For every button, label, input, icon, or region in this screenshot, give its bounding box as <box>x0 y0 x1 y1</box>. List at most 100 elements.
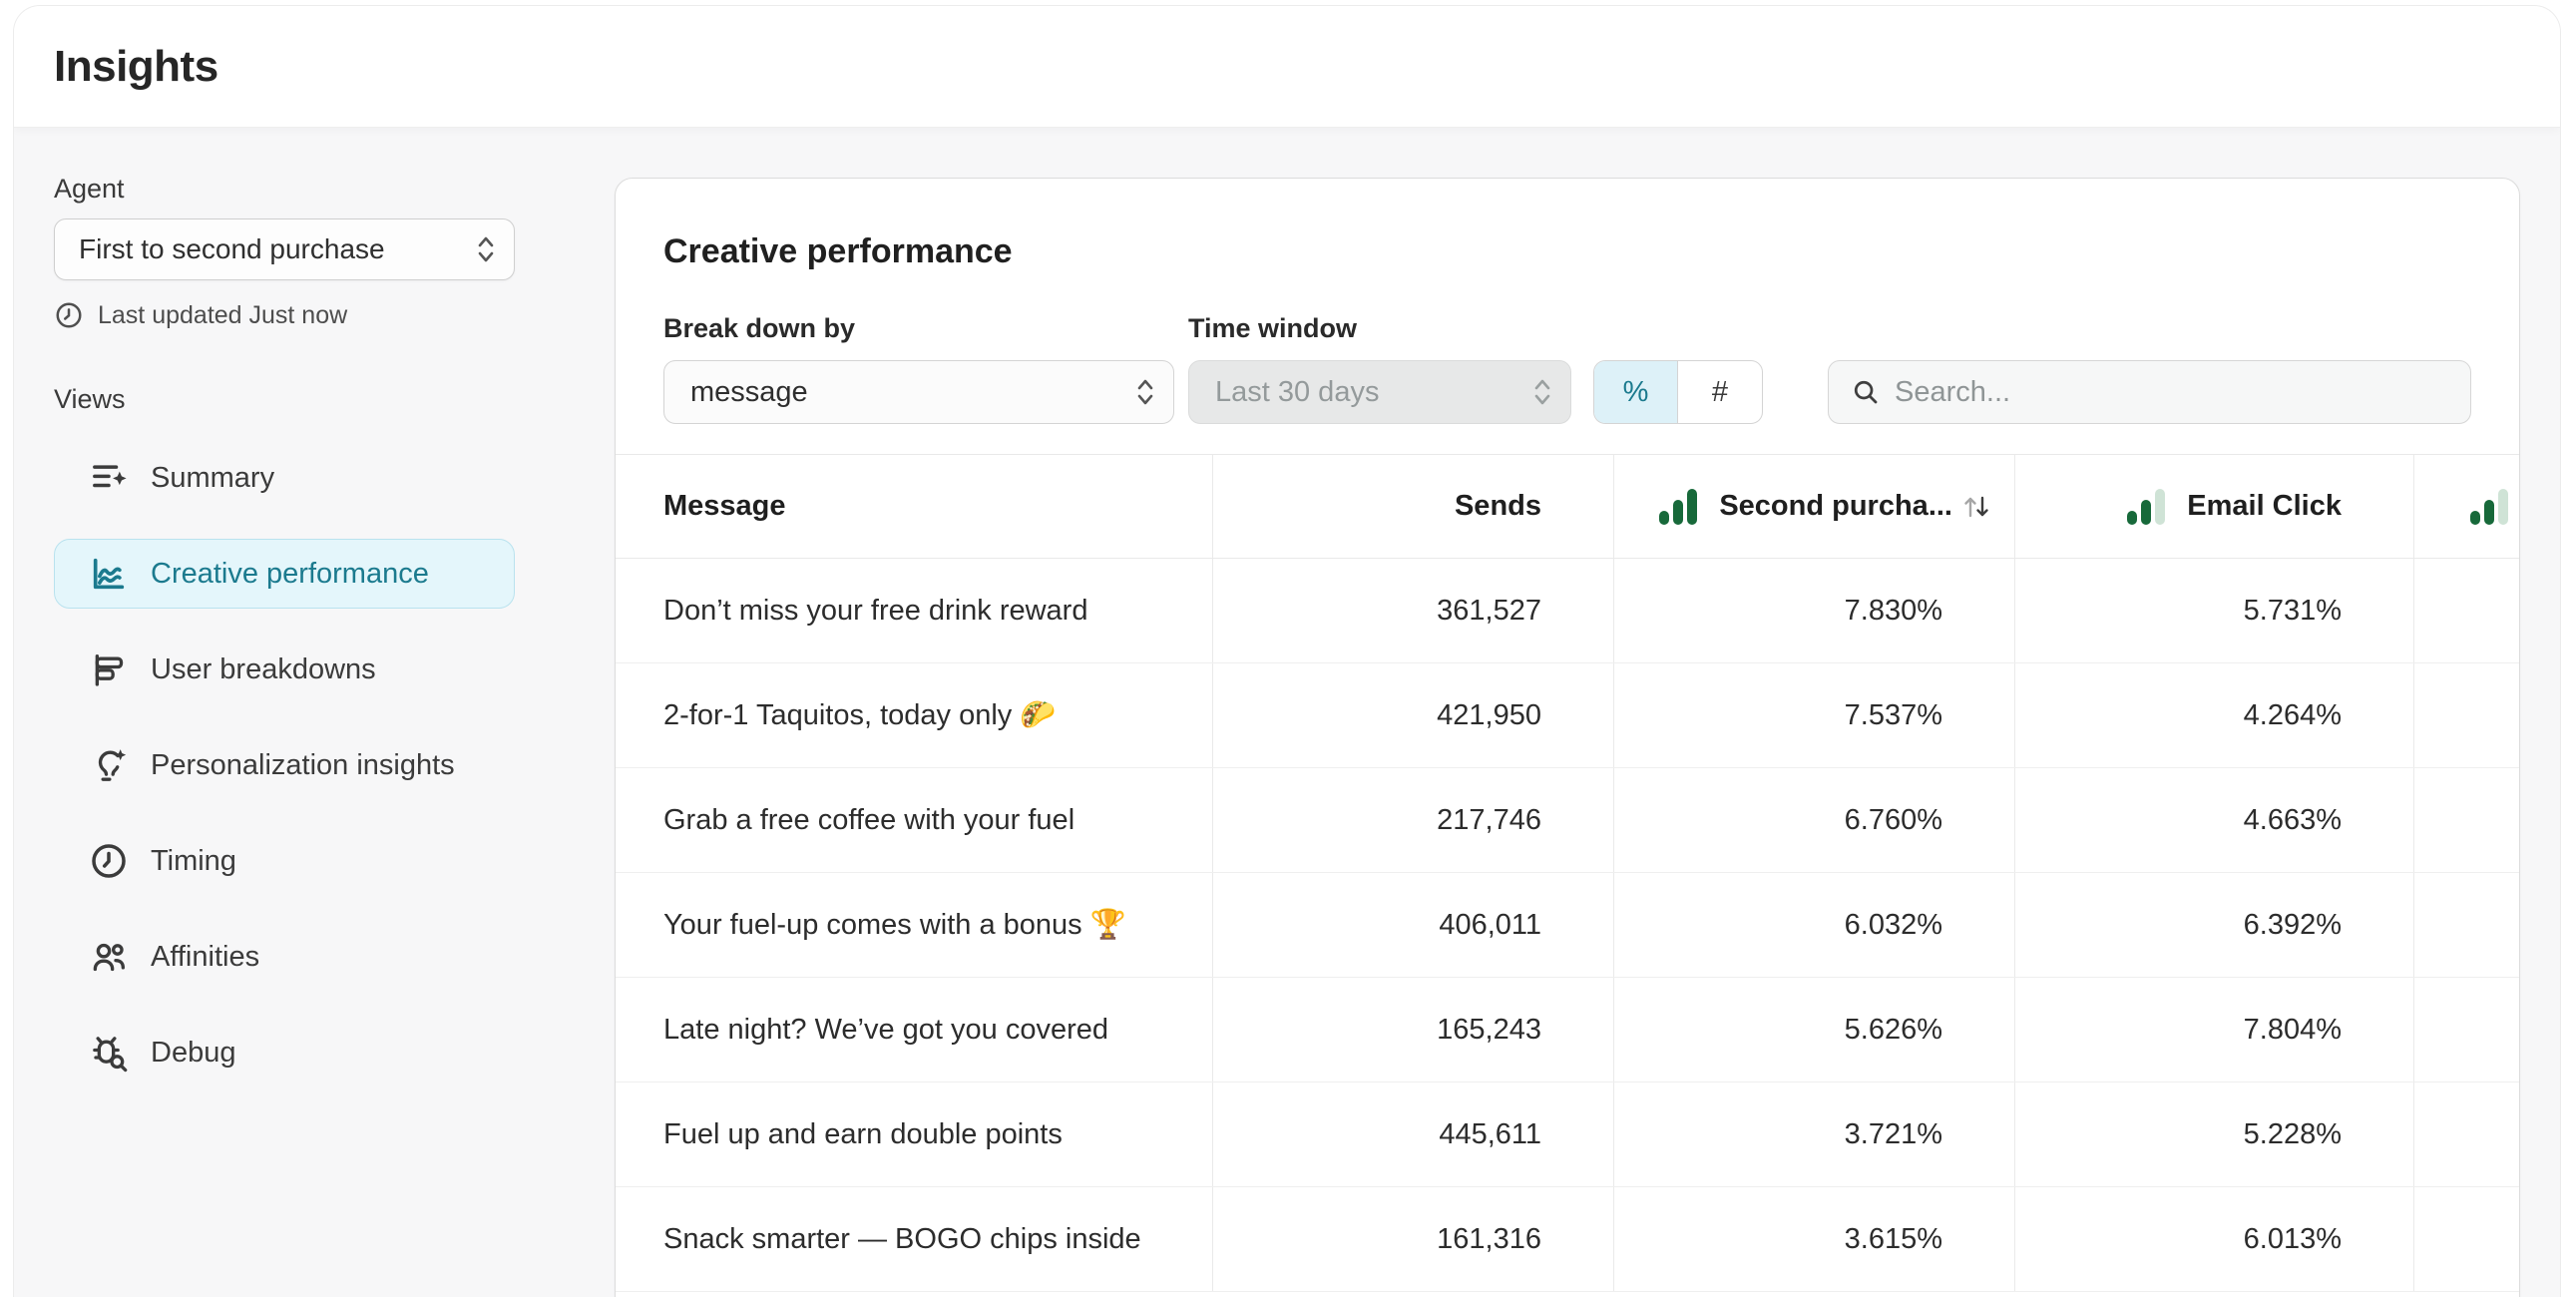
message-cell: Don’t miss your free drink reward <box>663 594 1088 627</box>
sidebar-item-affinities[interactable]: Affinities <box>54 922 515 992</box>
second-purchase-cell: 3.615% <box>1613 1187 2014 1291</box>
column-header-email-click: Email Click <box>2014 455 2413 558</box>
sidebar-item-label: Personalization insights <box>151 748 455 781</box>
views-label: Views <box>54 384 126 414</box>
breakdown-label: Break down by <box>663 313 856 343</box>
clipped-cell <box>2413 1082 2519 1186</box>
column-header-label: Email Click <box>2187 490 2342 522</box>
email-click-cell: 5.731% <box>2014 559 2413 662</box>
lightbulb-sparkle-icon <box>98 749 127 781</box>
sidebar-item-timing[interactable]: Timing <box>54 826 515 896</box>
views-nav: Summary Creative performance User breakd… <box>54 443 601 1087</box>
second-purchase-cell: 5.626% <box>1613 978 2014 1081</box>
sends-cell: 421,950 <box>1212 663 1613 767</box>
users-icon <box>93 943 126 972</box>
line-chart-icon <box>93 558 125 590</box>
sidebar-item-summary[interactable]: Summary <box>54 443 515 513</box>
sidebar-item-label: Debug <box>151 1036 236 1069</box>
email-click-cell: 5.228% <box>2014 1082 2413 1186</box>
message-cell: 2-for-1 Taquitos, today only 🌮 <box>663 699 1057 731</box>
email-click-cell: 6.392% <box>2014 873 2413 977</box>
clipped-cell <box>2413 768 2519 872</box>
chevron-up-down-icon <box>1534 379 1550 405</box>
mini-bar-chart-icon <box>1659 488 1698 525</box>
sends-cell: 161,316 <box>1212 1187 1613 1291</box>
agent-select-value: First to second purchase <box>79 233 385 264</box>
agent-label: Agent <box>54 174 125 204</box>
mini-bar-chart-icon <box>2470 488 2508 525</box>
clipped-cell <box>2413 978 2519 1081</box>
breakdown-group: Break down by message <box>663 313 1174 424</box>
clipped-cell <box>2413 873 2519 977</box>
page-title: Insights <box>54 41 218 91</box>
time-window-select[interactable]: Last 30 days <box>1188 360 1571 424</box>
time-window-label: Time window <box>1188 313 1358 343</box>
search-box <box>1828 360 2471 424</box>
sends-cell: 361,527 <box>1212 559 1613 662</box>
clock-icon <box>92 844 126 878</box>
message-cell: Grab a free coffee with your fuel <box>663 803 1075 836</box>
mini-bar-chart-icon <box>2127 488 2166 525</box>
table-row: 2-for-1 Taquitos, today only 🌮 421,950 7… <box>616 663 2519 768</box>
clipped-cell <box>2413 663 2519 767</box>
table-row: Fuel up and earn double points 445,611 3… <box>616 1082 2519 1187</box>
table-row: Late night? We’ve got you covered 165,24… <box>616 978 2519 1082</box>
unit-toggle: % # <box>1593 360 1763 424</box>
clipped-cell <box>2413 559 2519 662</box>
time-window-select-value: Last 30 days <box>1215 375 1380 408</box>
sidebar-item-debug[interactable]: Debug <box>54 1018 515 1087</box>
sort-icon <box>1964 496 1988 517</box>
message-cell: Fuel up and earn double points <box>663 1117 1063 1150</box>
percent-toggle-button[interactable]: % <box>1594 361 1678 423</box>
column-header-clipped <box>2413 455 2519 558</box>
sends-cell: 445,611 <box>1212 1082 1613 1186</box>
column-header-sends: Sends <box>1212 455 1613 558</box>
sidebar-item-creative-performance[interactable]: Creative performance <box>54 539 515 609</box>
breakdown-select[interactable]: message <box>663 360 1174 424</box>
breakdown-select-value: message <box>690 375 808 408</box>
search-input[interactable] <box>1895 375 2433 409</box>
panel-title: Creative performance <box>663 232 1013 270</box>
chevron-up-down-icon <box>478 236 494 262</box>
controls-row: Break down by message Time window Last 3… <box>663 313 2471 424</box>
app-window: Insights Agent First to second purchase … <box>14 6 2560 1297</box>
main-area: Creative performance Break down by messa… <box>601 128 2560 1297</box>
second-purchase-cell: 3.721% <box>1613 1082 2014 1186</box>
bug-search-icon <box>93 1037 128 1073</box>
column-header-second-purchase[interactable]: Second purcha... <box>1613 455 2014 558</box>
sends-cell: 217,746 <box>1212 768 1613 872</box>
sidebar-item-label: Summary <box>151 461 275 494</box>
sidebar-item-label: User breakdowns <box>151 652 376 685</box>
count-toggle-button[interactable]: # <box>1711 375 1729 408</box>
column-header-message: Message <box>663 490 786 522</box>
clock-icon <box>56 302 82 328</box>
time-window-group: Time window Last 30 days <box>1188 313 1571 424</box>
email-click-cell: 6.013% <box>2014 1187 2413 1291</box>
table-row: Don’t miss your free drink reward 361,52… <box>616 559 2519 663</box>
chevron-up-down-icon <box>1137 379 1153 405</box>
sidebar-item-label: Affinities <box>151 940 260 973</box>
sidebar-item-label: Creative performance <box>151 557 429 590</box>
second-purchase-cell: 7.537% <box>1613 663 2014 767</box>
last-updated: Last updated Just now <box>54 300 601 330</box>
sidebar-item-label: Timing <box>151 844 236 877</box>
column-header-label: Second purcha... <box>1719 490 1952 522</box>
table-row: Grab a free coffee with your fuel 217,74… <box>616 768 2519 873</box>
last-updated-text: Last updated Just now <box>98 300 348 329</box>
summary-list-sparkle-icon <box>93 465 127 488</box>
sidebar: Agent First to second purchase Last upda… <box>14 128 601 1297</box>
table-row: Your fuel-up comes with a bonus 🏆 406,01… <box>616 873 2519 978</box>
creative-performance-card: Creative performance Break down by messa… <box>615 178 2520 1297</box>
search-icon <box>1854 380 1878 404</box>
sidebar-item-personalization-insights[interactable]: Personalization insights <box>54 730 515 800</box>
second-purchase-cell: 6.032% <box>1613 873 2014 977</box>
app-header: Insights <box>14 6 2560 128</box>
sends-cell: 165,243 <box>1212 978 1613 1081</box>
message-cell: Snack smarter — BOGO chips inside <box>663 1222 1141 1255</box>
sends-cell: 406,011 <box>1212 873 1613 977</box>
table-row: Snack smarter — BOGO chips inside 161,31… <box>616 1187 2519 1292</box>
table-header-row: Message Sends Second purcha... Email Cli… <box>616 455 2519 559</box>
sidebar-item-user-breakdowns[interactable]: User breakdowns <box>54 635 515 704</box>
email-click-cell: 7.804% <box>2014 978 2413 1081</box>
agent-select[interactable]: First to second purchase <box>54 218 515 280</box>
